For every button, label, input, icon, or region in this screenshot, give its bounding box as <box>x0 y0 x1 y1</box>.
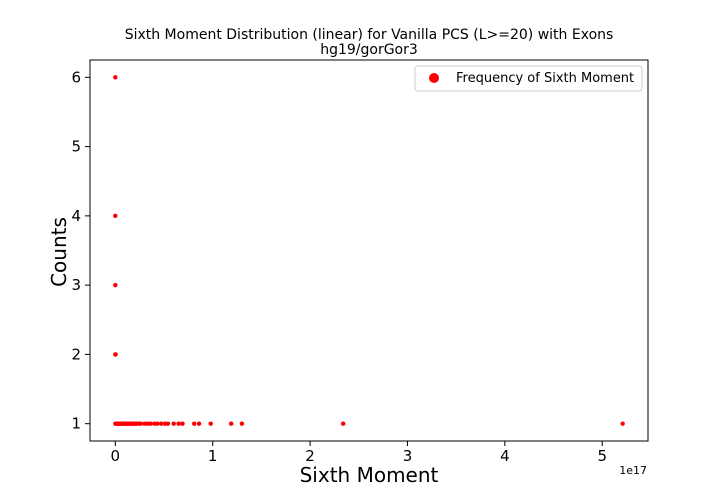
y-tick-label: 4 <box>71 207 81 225</box>
legend-box <box>414 65 643 92</box>
legend-label: Frequency of Sixth Moment <box>456 71 634 86</box>
x-tick-label: 3 <box>403 447 413 465</box>
data-point <box>138 421 143 426</box>
data-point <box>239 421 245 426</box>
y-tick-label: 1 <box>71 415 81 433</box>
data-point <box>113 282 118 288</box>
x-tick-label: 5 <box>597 447 607 465</box>
y-tick-label: 6 <box>71 68 81 86</box>
data-point <box>154 421 160 426</box>
data-point <box>165 421 171 426</box>
data-point <box>180 421 185 426</box>
y-axis-label: Counts <box>47 217 71 287</box>
data-point <box>340 421 346 426</box>
y-tick-label: 5 <box>71 138 81 156</box>
data-point <box>148 421 153 426</box>
legend-marker <box>429 73 439 83</box>
x-axis-offset-label: 1e17 <box>619 464 647 477</box>
x-axis: 0 1 2 3 4 5 <box>111 441 607 465</box>
data-point <box>229 421 234 426</box>
y-axis: 1 2 3 4 5 6 <box>71 68 90 433</box>
y-tick-label: 3 <box>71 276 81 294</box>
data-point <box>176 421 181 426</box>
data-point <box>620 421 625 426</box>
data-point <box>171 421 176 426</box>
plot-area <box>89 59 649 442</box>
x-tick-label: 2 <box>305 447 315 465</box>
data-point <box>113 75 118 80</box>
data-point <box>113 352 118 357</box>
x-tick-label: 0 <box>111 447 121 465</box>
x-axis-label: Sixth Moment <box>300 463 439 487</box>
data-point <box>191 421 197 426</box>
x-tick-label: 1 <box>208 447 218 465</box>
y-tick-label: 2 <box>71 345 81 363</box>
legend: Frequency of Sixth Moment <box>414 65 643 92</box>
data-point <box>113 213 118 219</box>
chart-title: Sixth Moment Distribution (linear) for V… <box>125 27 614 43</box>
data-point <box>208 421 213 426</box>
data-points <box>113 75 625 426</box>
chart-subtitle: hg19/gorGor3 <box>320 42 418 58</box>
x-tick-label: 4 <box>500 447 510 465</box>
data-point <box>196 421 202 426</box>
data-point <box>158 421 164 426</box>
